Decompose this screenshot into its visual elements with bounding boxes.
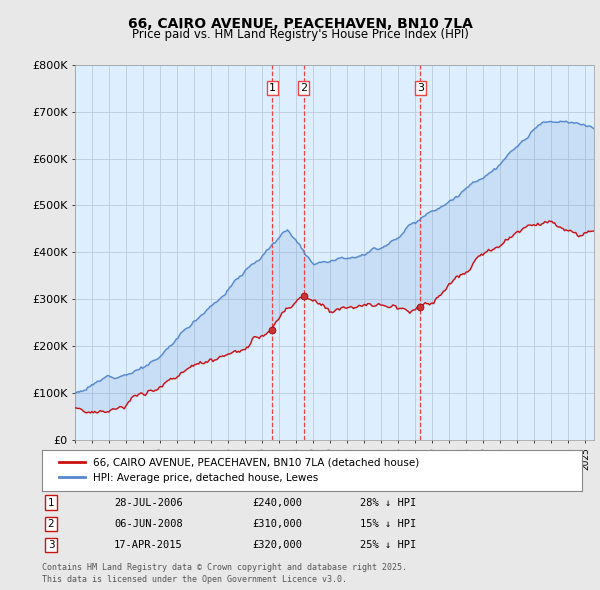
Text: This data is licensed under the Open Government Licence v3.0.: This data is licensed under the Open Gov…: [42, 575, 347, 584]
Text: 3: 3: [47, 540, 55, 550]
Text: 25% ↓ HPI: 25% ↓ HPI: [360, 540, 416, 550]
Text: 2: 2: [300, 83, 307, 93]
Text: 28% ↓ HPI: 28% ↓ HPI: [360, 498, 416, 507]
Text: 06-JUN-2008: 06-JUN-2008: [114, 519, 183, 529]
Text: 3: 3: [417, 83, 424, 93]
Text: 1: 1: [47, 498, 55, 507]
Text: 2: 2: [47, 519, 55, 529]
Text: Price paid vs. HM Land Registry's House Price Index (HPI): Price paid vs. HM Land Registry's House …: [131, 28, 469, 41]
Text: Contains HM Land Registry data © Crown copyright and database right 2025.: Contains HM Land Registry data © Crown c…: [42, 563, 407, 572]
Legend: 66, CAIRO AVENUE, PEACEHAVEN, BN10 7LA (detached house), HPI: Average price, det: 66, CAIRO AVENUE, PEACEHAVEN, BN10 7LA (…: [53, 451, 426, 489]
Text: 66, CAIRO AVENUE, PEACEHAVEN, BN10 7LA: 66, CAIRO AVENUE, PEACEHAVEN, BN10 7LA: [128, 17, 472, 31]
Text: £310,000: £310,000: [252, 519, 302, 529]
Text: £240,000: £240,000: [252, 498, 302, 507]
Text: 15% ↓ HPI: 15% ↓ HPI: [360, 519, 416, 529]
Text: 1: 1: [269, 83, 275, 93]
Text: £320,000: £320,000: [252, 540, 302, 550]
Text: 17-APR-2015: 17-APR-2015: [114, 540, 183, 550]
Text: 28-JUL-2006: 28-JUL-2006: [114, 498, 183, 507]
